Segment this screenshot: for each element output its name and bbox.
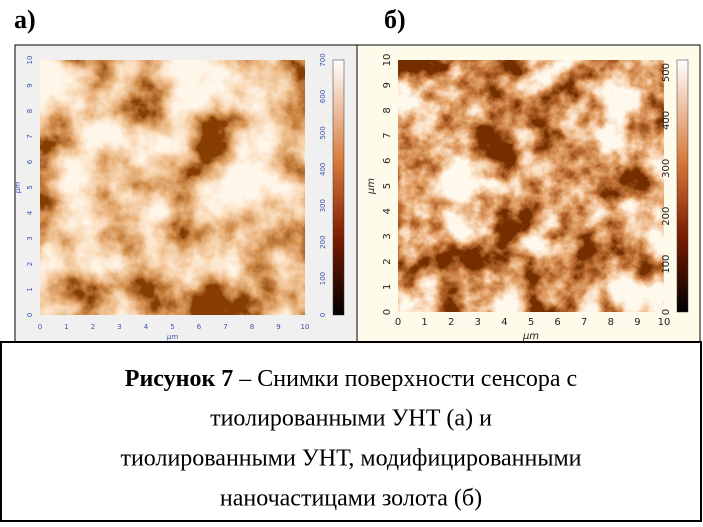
x-tick-label: 0 [38, 323, 42, 331]
y-tick-label: 9 [382, 82, 393, 88]
x-tick-label: 4 [501, 317, 507, 328]
x-tick-label: 3 [475, 317, 481, 328]
x-tick-label: 9 [634, 317, 640, 328]
afm-image [398, 60, 664, 312]
y-tick-label: 10 [26, 56, 34, 65]
x-tick-label: 6 [197, 323, 202, 331]
y-tick-label: 5 [26, 185, 34, 189]
panel-label: а) [14, 5, 36, 34]
x-tick-label: 4 [144, 323, 149, 331]
caption-line: тиолированными УНТ, модифицированными [120, 446, 581, 472]
x-tick-label: 8 [250, 323, 254, 331]
x-axis-label: μm [522, 331, 539, 342]
page: а) б) Рисунок 7 – Снимки поверхности сен… [0, 0, 703, 522]
y-tick-label: 6 [382, 158, 393, 164]
y-tick-label: 0 [382, 309, 393, 315]
colorbar [333, 60, 344, 315]
figure: а) б) Рисунок 7 – Снимки поверхности сен… [0, 0, 703, 522]
colorbar-tick-label: 200 [319, 235, 327, 248]
caption-line: Рисунок 7 – Снимки поверхности сенсора с [125, 366, 577, 392]
y-tick-label: 7 [382, 132, 393, 138]
x-tick-label: 5 [170, 323, 174, 331]
y-tick-label: 10 [382, 54, 393, 67]
x-tick-label: 2 [91, 323, 95, 331]
panel-label: б) [384, 5, 406, 34]
y-tick-label: 4 [26, 210, 34, 215]
y-axis-label: μm [366, 178, 377, 195]
y-tick-label: 8 [26, 109, 34, 113]
y-tick-label: 8 [382, 107, 393, 113]
y-tick-label: 4 [382, 208, 393, 214]
x-tick-label: 7 [223, 323, 227, 331]
x-tick-label: 6 [554, 317, 560, 328]
colorbar-tick-label: 500 [661, 63, 672, 82]
y-tick-label: 9 [26, 83, 34, 87]
x-tick-label: 7 [581, 317, 587, 328]
colorbar-tick-label: 0 [661, 309, 672, 315]
x-tick-label: 10 [301, 323, 310, 331]
colorbar-tick-label: 400 [661, 111, 672, 130]
y-tick-label: 3 [382, 233, 393, 239]
caption-line: тиолированными УНТ (а) и [210, 406, 492, 432]
caption-label: Рисунок 7 [125, 366, 233, 392]
y-tick-label: 5 [382, 183, 393, 189]
colorbar-tick-label: 100 [661, 255, 672, 274]
caption-line: наночастицами золота (б) [220, 486, 482, 512]
x-tick-label: 9 [276, 323, 280, 331]
y-tick-label: 7 [26, 134, 34, 138]
x-tick-label: 0 [395, 317, 401, 328]
y-tick-label: 3 [26, 236, 34, 240]
afm-image [40, 60, 305, 315]
colorbar-tick-label: 100 [319, 272, 327, 285]
colorbar-tick-label: 600 [319, 90, 327, 103]
colorbar-tick-label: 300 [319, 199, 327, 212]
x-tick-label: 3 [117, 323, 121, 331]
y-tick-label: 2 [26, 262, 34, 266]
y-tick-label: 2 [382, 258, 393, 264]
y-tick-label: 1 [382, 284, 393, 290]
y-tick-label: 6 [26, 159, 34, 164]
y-axis-label: μm [14, 182, 22, 194]
x-axis-label: μm [166, 333, 178, 341]
colorbar-tick-label: 0 [319, 313, 327, 317]
y-tick-label: 0 [26, 313, 34, 317]
x-tick-label: 10 [658, 317, 671, 328]
x-tick-label: 1 [64, 323, 68, 331]
colorbar-tick-label: 200 [661, 207, 672, 226]
x-tick-label: 5 [528, 317, 534, 328]
x-tick-label: 1 [421, 317, 427, 328]
y-tick-label: 1 [26, 287, 34, 291]
x-tick-label: 8 [608, 317, 614, 328]
colorbar [677, 60, 688, 312]
x-tick-label: 2 [448, 317, 454, 328]
colorbar-tick-label: 300 [661, 159, 672, 178]
caption-text: – Снимки поверхности сенсора с [238, 366, 577, 392]
colorbar-tick-label: 500 [319, 126, 327, 139]
colorbar-tick-label: 400 [319, 163, 327, 176]
colorbar-tick-label: 700 [319, 53, 327, 66]
